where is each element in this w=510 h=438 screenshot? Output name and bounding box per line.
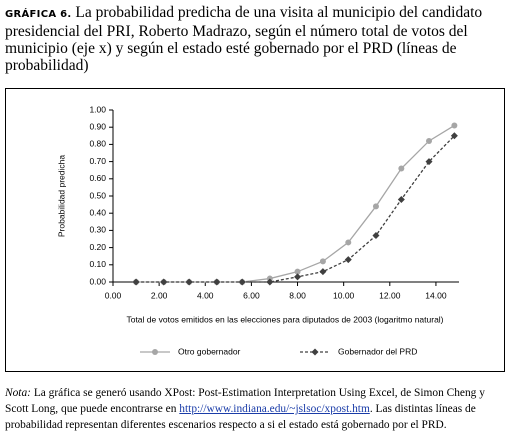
y-tick-label: 0.90 [89, 121, 106, 131]
x-tick-label: 14.00 [425, 290, 447, 300]
y-tick-label: 0.80 [89, 139, 106, 149]
y-tick-label: 0.60 [89, 173, 106, 183]
figure-label: GRÁFICA 6. [5, 9, 72, 20]
point [132, 278, 140, 286]
note: Nota: La gráfica se generó usando XPost:… [5, 385, 507, 433]
x-tick-label: 0.00 [105, 290, 122, 300]
note-link[interactable]: http://www.indiana.edu/~jslsoc/xpost.htm [179, 403, 370, 415]
chart-frame [5, 88, 505, 372]
title: GRÁFICA 6. La probabilidad predicha de u… [5, 4, 505, 74]
point [451, 122, 458, 129]
y-tick-label: 0.20 [89, 242, 106, 252]
point [398, 165, 405, 172]
point [213, 278, 221, 286]
title-text: La probabilidad predicha de una visita a… [5, 4, 483, 74]
point [425, 158, 433, 166]
series-line [136, 135, 455, 283]
note-text: . Las distintas líneas de probabilidad r… [5, 403, 476, 431]
x-tick-label: 2.00 [151, 290, 168, 300]
y-tick-label: 0.00 [89, 276, 106, 286]
x-tick-label: 8.00 [289, 290, 306, 300]
point [372, 232, 380, 240]
note-label: Nota: [5, 387, 31, 399]
y-tick-label: 0.40 [89, 207, 106, 217]
y-axis-label: Probabilidad predicha [56, 155, 66, 237]
legend-marker [311, 348, 319, 356]
point [372, 203, 379, 210]
point [266, 278, 274, 286]
x-tick-label: 6.00 [243, 290, 260, 300]
point [185, 278, 193, 286]
note-text: La gráfica se generó usando XPost: Post-… [5, 387, 485, 415]
y-tick-label: 1.00 [89, 104, 106, 114]
y-tick-label: 0.10 [89, 259, 106, 269]
x-tick-label: 12.00 [379, 290, 401, 300]
x-tick-label: 10.00 [333, 290, 355, 300]
point [450, 132, 458, 140]
point [294, 268, 301, 275]
legend-label: Otro gobernador [178, 346, 241, 356]
point [160, 278, 168, 286]
y-tick-label: 0.70 [89, 156, 106, 166]
y-tick-label: 0.50 [89, 190, 106, 200]
point [294, 273, 302, 281]
point [344, 256, 352, 264]
series-line [136, 124, 455, 283]
legend-label: Gobernador del PRD [338, 346, 417, 356]
point [426, 137, 433, 144]
point [238, 278, 246, 286]
x-tick-label: 4.00 [197, 290, 214, 300]
point [319, 268, 327, 276]
x-axis-label: Total de votos emitidos en las eleccione… [126, 314, 443, 324]
legend-marker [152, 349, 158, 355]
point [397, 195, 405, 203]
point [319, 258, 326, 265]
y-tick-label: 0.30 [89, 225, 106, 235]
point [345, 239, 352, 246]
